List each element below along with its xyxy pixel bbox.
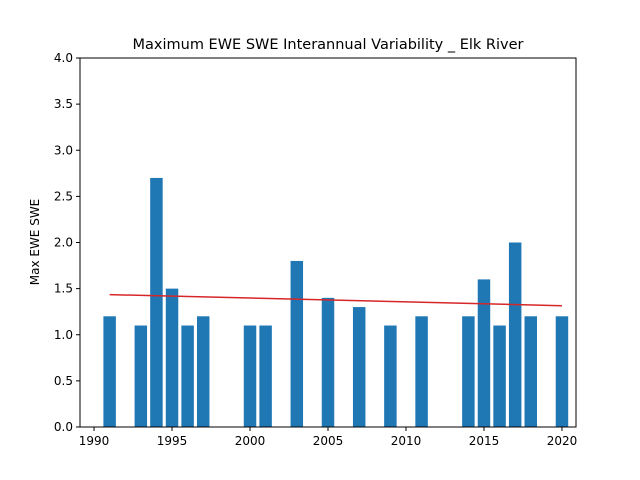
bar-2007 [352, 307, 366, 427]
x-tick-label: 2015 [469, 434, 500, 448]
x-tick-label: 2010 [391, 434, 422, 448]
plot-frame [79, 57, 577, 428]
bars-group [103, 177, 569, 427]
y-tick-label: 3.0 [54, 143, 73, 157]
bar-2017 [508, 242, 522, 427]
y-tick-label: 1.5 [54, 282, 73, 296]
y-tick-label: 2.0 [54, 236, 73, 250]
x-tick-label: 2005 [313, 434, 344, 448]
y-tick-label: 1.0 [54, 328, 73, 342]
y-axis-label: Max EWE SWE [28, 199, 42, 286]
bar-2005 [321, 297, 335, 427]
y-tick-label: 3.5 [54, 97, 73, 111]
bar-2015 [477, 279, 491, 427]
y-tick-label: 2.5 [54, 189, 73, 203]
bar-2009 [384, 325, 397, 427]
y-tick-label: 0.0 [54, 420, 73, 434]
bar-2020 [555, 316, 569, 427]
bar-1991 [103, 316, 116, 427]
x-axis-ticks: 1990 1995 2000 2005 2010 2015 2020 [79, 427, 577, 448]
x-tick-label: 1995 [157, 434, 188, 448]
y-axis-ticks: 0.0 0.5 1.0 1.5 2.0 2.5 3.0 3.5 4.0 [54, 51, 80, 434]
bar-1996 [181, 325, 194, 427]
bar-1993 [134, 325, 148, 427]
bar-2011 [415, 316, 428, 427]
y-tick-label: 4.0 [54, 51, 73, 65]
trend-line [109, 293, 562, 307]
trend-group [109, 293, 562, 307]
bar-2003 [290, 260, 304, 427]
bar-1997 [196, 316, 210, 427]
chart-title: Maximum EWE SWE Interannual Variability … [133, 37, 524, 53]
x-tick-label: 2020 [547, 434, 578, 448]
bar-2001 [259, 325, 272, 427]
bar-2018 [524, 316, 538, 427]
bar-1995 [165, 288, 179, 427]
bar-2000 [243, 325, 257, 427]
x-tick-label: 1990 [79, 434, 110, 448]
bar-2016 [493, 325, 506, 427]
bar-1994 [150, 177, 163, 427]
bar-2014 [462, 316, 475, 427]
y-tick-label: 0.5 [54, 374, 73, 388]
x-tick-label: 2000 [235, 434, 266, 448]
